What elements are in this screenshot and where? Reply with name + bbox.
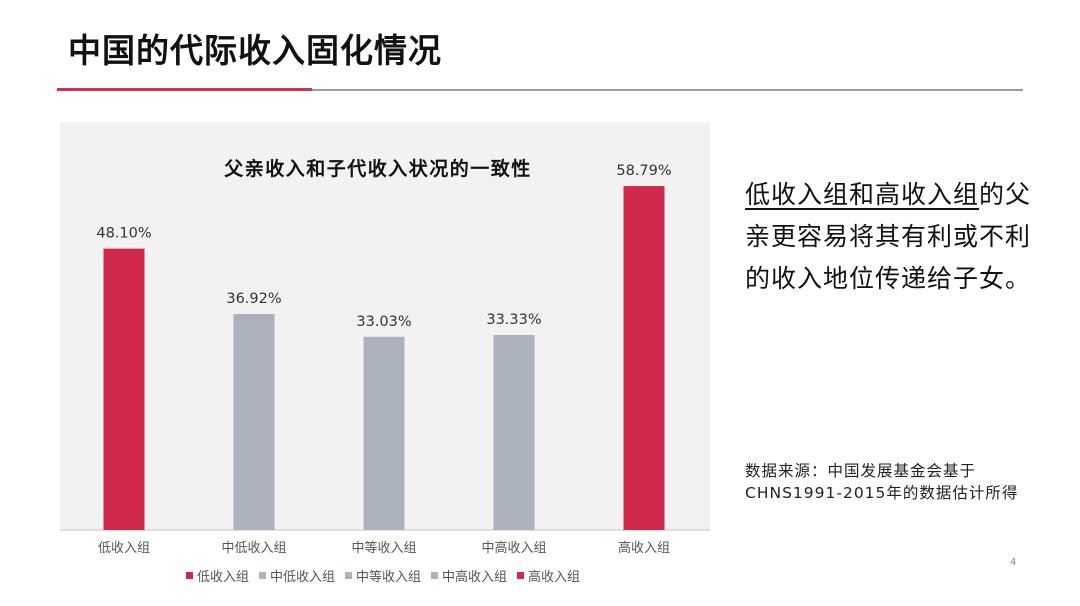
data-label: 48.10% — [96, 226, 151, 242]
data-label: 33.33% — [486, 312, 541, 328]
legend-swatch — [431, 572, 438, 579]
x-tick-label: 中等收入组 — [351, 540, 416, 556]
legend-label: 中低收入组 — [270, 570, 335, 585]
x-tick-label: 高收入组 — [618, 540, 670, 556]
legend-swatch — [345, 572, 352, 579]
legend-label: 中等收入组 — [356, 569, 421, 585]
legend-swatch — [186, 572, 193, 579]
x-tick-label: 低收入组 — [98, 541, 150, 556]
legend-label: 中高收入组 — [442, 569, 507, 585]
conclusion-rest: 的父亲更容易将其有利或不利的收入地位传递给子女。 — [745, 180, 1032, 293]
x-tick-label: 中低收入组 — [221, 541, 286, 556]
chart-title: 父亲收入和子代收入状况的一致性 — [223, 157, 532, 180]
legend-swatch — [259, 572, 266, 579]
legend-label: 低收入组 — [197, 570, 249, 585]
bar — [233, 314, 275, 530]
conclusion-highlight: 低收入组和高收入组 — [745, 180, 980, 209]
conclusion-text: 低收入组和高收入组的父亲更容易将其有利或不利的收入地位传递给子女。 — [745, 174, 1045, 300]
legend-label: 高收入组 — [528, 569, 580, 585]
bar — [363, 336, 405, 530]
title-accent-bar — [57, 88, 312, 91]
bar — [493, 335, 535, 530]
data-source-note: 数据来源：中国发展基金会基于CHNS1991-2015年的数据估计所得 — [745, 462, 1019, 502]
data-label: 33.03% — [356, 314, 411, 330]
x-tick-label: 中高收入组 — [481, 540, 546, 556]
bar — [623, 186, 665, 531]
legend-swatch — [517, 572, 524, 579]
page-number: 4 — [1010, 557, 1017, 568]
data-label: 36.92% — [226, 291, 281, 307]
data-label: 58.79% — [616, 163, 671, 179]
title-divider — [57, 89, 1023, 91]
slide-title: 中国的代际收入固化情况 — [68, 31, 442, 70]
bar — [103, 248, 145, 531]
